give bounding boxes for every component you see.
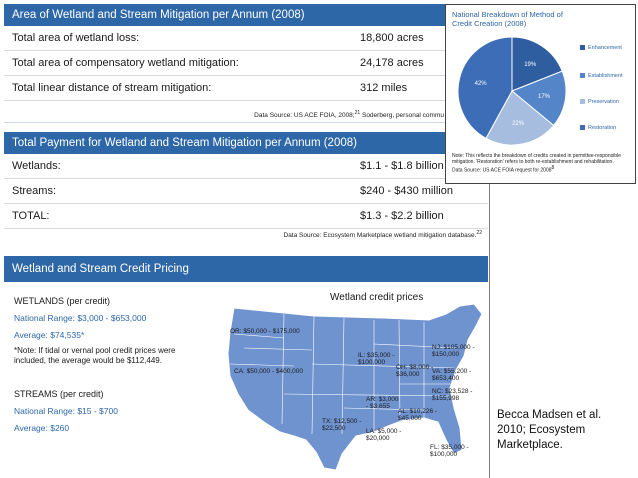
legend-item: Establishment [580,73,623,79]
table-row: Total area of wetland loss: 18,800 acres [4,26,488,51]
mitigation-source: Data Source: US ACE FOIA, 2008;21 Soderb… [254,110,444,120]
map-label-or: OR: $50,000 - $175,000 [230,328,300,335]
pie-title: National Breakdown of Method of Credit C… [452,10,563,28]
mitigation-title: Area of Wetland and Stream Mitigation pe… [4,4,488,26]
wetlands-note: *Note: If tidal or vernal pool credit pr… [14,346,176,365]
row-value: 24,178 acres [360,57,424,69]
legend-swatch [580,45,585,51]
streams-range: National Range: $15 - $700 [14,406,118,416]
map-label-nj: NJ: $105,000 - $150,000 [432,344,475,358]
map-label-ar: AR: $3,000 - $3,655 [366,396,399,410]
citation-caption: Becca Madsen et al. 2010; Ecosystem Mark… [497,409,602,451]
map-label-tx: TX: $12,500 - $22,500 [322,418,362,432]
pie-inset: National Breakdown of Method of Credit C… [445,4,636,184]
map-label-nc: NC: $23,528 - $155,998 [432,388,473,402]
payment-title: Total Payment for Wetland and Stream Mit… [4,132,488,154]
legend-label: Restoration [588,125,617,131]
streams-heading: STREAMS (per credit) [14,389,104,399]
row-label: Wetlands: [12,160,61,172]
table-row: Streams: $240 - $430 million [4,179,488,204]
wetlands-average: Average: $74,535* [14,330,85,340]
map-label-ca: CA: $50,000 - $400,000 [234,368,304,375]
legend-label: Establishment [588,73,623,79]
map-title: Wetland credit prices [330,292,424,303]
legend-label: Preservation [588,99,619,105]
table-row: TOTAL: $1.3 - $2.2 billion [4,204,488,229]
legend-label: Enhancement [588,45,622,51]
legend-item: Preservation [580,99,619,105]
pie-label-restoration: 42% [475,81,488,87]
mitigation-panel: Area of Wetland and Stream Mitigation pe… [4,4,488,123]
row-value: $1.1 - $1.8 billion [360,160,444,172]
pie-label-enhancement: 19% [524,62,537,68]
table-row: Total linear distance of stream mitigati… [4,76,488,101]
map-label-il: IL: $35,000 - $100,000 [358,352,395,366]
streams-average: Average: $260 [14,423,70,433]
legend-swatch [580,99,585,105]
row-label: Total area of compensatory wetland mitig… [12,57,239,69]
pie-chart: 19% 17% 22% 42% [457,36,567,146]
row-value: $240 - $430 million [360,185,453,197]
legend-item: Restoration [580,125,616,131]
divider [489,184,490,478]
pie-slice-preservation [485,90,555,146]
payment-source: Data Source: Ecosystem Marketplace wetla… [283,230,483,240]
pie-slice-establishment [511,70,567,127]
table-row: Total area of compensatory wetland mitig… [4,51,488,76]
row-label: Streams: [12,185,57,197]
pie-label-preservation: 22% [512,121,525,127]
map-label-fl: FL: $35,000 - $100,000 [430,444,469,458]
map-label-va: VA: $55,200 - $653,400 [432,368,472,382]
legend-swatch [580,125,585,131]
map-label-la: LA: $5,000 - $20,000 [366,428,402,442]
map-label-oh: OH: $8,000 - $36,000 [396,364,434,378]
legend-swatch [580,73,585,79]
us-map [227,304,483,471]
pie-note: Note: This reflects the breakdown of cre… [452,153,621,174]
wetlands-heading: WETLANDS (per credit) [14,296,111,306]
pricing-title: Wetland and Stream Credit Pricing [4,256,488,282]
pricing-panel: Wetland and Stream Credit Pricing WETLAN… [4,256,488,476]
row-label: Total linear distance of stream mitigati… [12,82,212,94]
row-label: TOTAL: [12,210,50,222]
pie-label-establishment: 17% [538,94,551,100]
row-value: $1.3 - $2.2 billion [360,210,444,222]
legend-item: Enhancement [580,45,622,51]
row-value: 312 miles [360,82,408,94]
row-value: 18,800 acres [360,32,424,44]
row-label: Total area of wetland loss: [12,32,140,44]
pie-slice-enhancement [511,36,563,92]
map-label-al: AL: $10,226 - $45,000 [398,408,438,422]
table-row: Wetlands: $1.1 - $1.8 billion [4,154,488,179]
wetlands-range: National Range: $3,000 - $653,000 [14,313,147,323]
payment-panel: Total Payment for Wetland and Stream Mit… [4,132,488,242]
pie-slice-restoration [457,36,513,140]
